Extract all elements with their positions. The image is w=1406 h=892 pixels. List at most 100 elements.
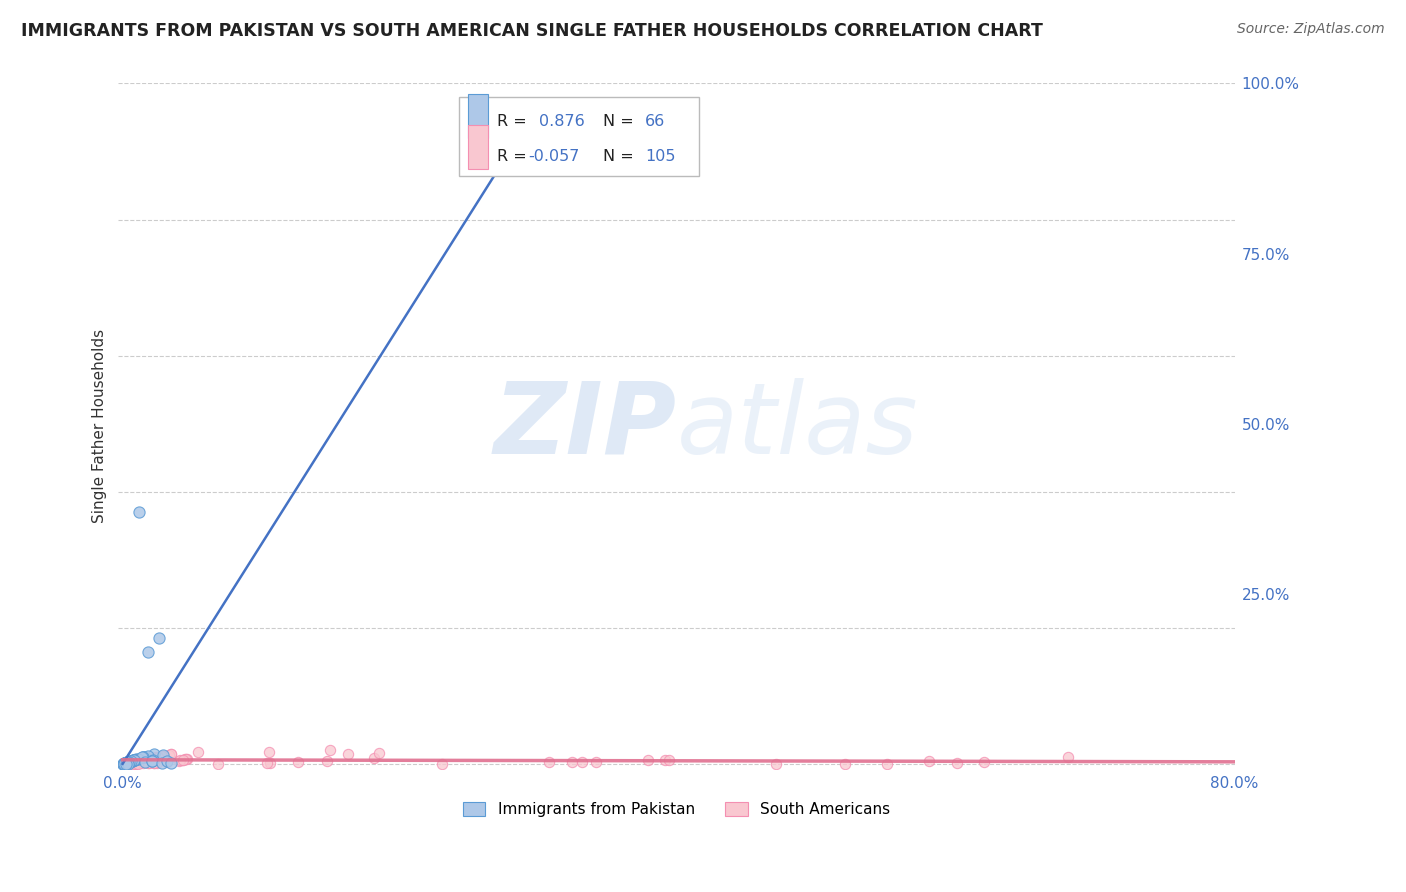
Point xyxy=(765,756,787,771)
Point xyxy=(430,756,453,771)
Point xyxy=(118,755,141,769)
Point xyxy=(256,756,278,770)
Point xyxy=(160,756,183,771)
Point xyxy=(316,754,339,768)
Point xyxy=(132,753,155,767)
Point xyxy=(112,756,135,771)
Point xyxy=(117,755,139,769)
Point xyxy=(124,755,146,769)
Point xyxy=(114,756,136,771)
Point xyxy=(112,756,135,771)
Point xyxy=(134,755,156,769)
Point xyxy=(134,749,156,764)
Point xyxy=(115,756,138,771)
Point xyxy=(159,747,181,762)
Point xyxy=(141,754,163,768)
Point xyxy=(143,756,166,770)
Point xyxy=(118,756,141,770)
Text: 105: 105 xyxy=(645,149,676,164)
Point xyxy=(571,755,593,769)
Text: IMMIGRANTS FROM PAKISTAN VS SOUTH AMERICAN SINGLE FATHER HOUSEHOLDS CORRELATION : IMMIGRANTS FROM PAKISTAN VS SOUTH AMERIC… xyxy=(21,22,1043,40)
Point xyxy=(337,747,360,761)
Point xyxy=(146,750,169,764)
Point xyxy=(135,752,157,766)
Point xyxy=(114,756,136,771)
Point xyxy=(132,753,155,767)
Text: R =: R = xyxy=(496,114,527,129)
Point xyxy=(115,756,138,770)
Point xyxy=(114,756,136,771)
Point xyxy=(136,752,159,766)
Point xyxy=(152,748,174,763)
Point xyxy=(115,756,138,770)
Point xyxy=(117,756,139,770)
Point xyxy=(112,756,135,771)
Point xyxy=(118,755,141,769)
Point xyxy=(127,754,149,768)
Point xyxy=(142,754,165,768)
Point xyxy=(122,753,145,767)
Point xyxy=(287,755,309,769)
Text: R =: R = xyxy=(496,149,527,164)
Text: 0.876: 0.876 xyxy=(540,114,585,129)
Point xyxy=(585,755,607,769)
Point xyxy=(114,756,136,770)
Point xyxy=(112,756,135,771)
Point xyxy=(153,748,176,763)
Point xyxy=(127,756,149,771)
Point xyxy=(117,755,139,769)
Point xyxy=(121,754,143,768)
Point xyxy=(117,756,139,770)
Point xyxy=(657,753,679,767)
Point xyxy=(120,754,142,768)
Point xyxy=(176,752,198,766)
Point xyxy=(141,754,163,768)
Point xyxy=(136,644,159,658)
Point xyxy=(124,754,146,768)
Point xyxy=(117,756,139,771)
Point xyxy=(148,631,170,645)
Point xyxy=(117,755,139,769)
Point xyxy=(114,756,136,771)
Point xyxy=(128,505,150,519)
Point xyxy=(121,755,143,769)
Point xyxy=(138,756,160,770)
Point xyxy=(363,751,385,765)
Point xyxy=(114,756,136,771)
Legend: Immigrants from Pakistan, South Americans: Immigrants from Pakistan, South American… xyxy=(457,796,897,823)
Point xyxy=(127,752,149,766)
Point xyxy=(150,756,173,770)
Point xyxy=(259,756,281,770)
Point xyxy=(538,756,561,770)
Point xyxy=(129,753,152,767)
Point xyxy=(118,756,141,770)
Point xyxy=(122,755,145,769)
Point xyxy=(128,754,150,768)
Point xyxy=(654,753,676,767)
Point xyxy=(112,756,135,771)
Point xyxy=(112,756,135,771)
Point xyxy=(124,753,146,767)
Y-axis label: Single Father Households: Single Father Households xyxy=(93,329,107,524)
Point xyxy=(111,756,134,771)
Point xyxy=(118,755,141,769)
Point xyxy=(118,755,141,769)
Point xyxy=(156,755,179,769)
Point xyxy=(120,756,142,770)
Point xyxy=(115,756,138,770)
Text: 66: 66 xyxy=(645,114,665,129)
Point xyxy=(122,753,145,767)
Point xyxy=(172,753,194,767)
Point xyxy=(319,743,342,757)
Point xyxy=(114,756,136,771)
Point xyxy=(169,753,191,767)
Point xyxy=(122,753,145,767)
Point xyxy=(121,754,143,768)
Point xyxy=(121,755,143,769)
Point xyxy=(120,755,142,769)
Point xyxy=(115,756,138,770)
Point xyxy=(114,756,136,770)
Point xyxy=(131,750,153,764)
Point xyxy=(112,756,135,771)
Point xyxy=(114,756,136,771)
